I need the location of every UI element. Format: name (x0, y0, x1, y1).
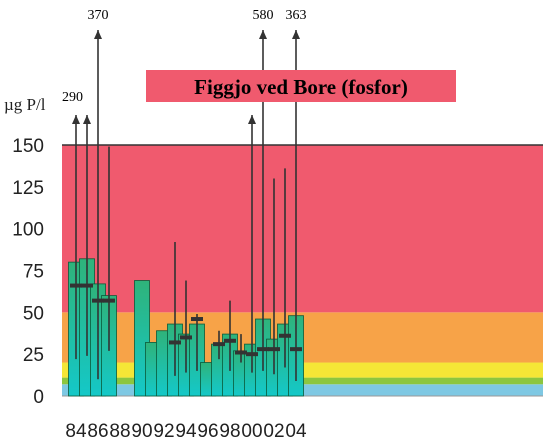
off-scale-label-1985: 290 (62, 90, 83, 105)
x-tick-88: 88 (109, 421, 130, 442)
range-arrow-2001 (259, 30, 267, 39)
chart-title: Figgjo ved Bore (fosfor) (194, 75, 408, 99)
x-axis: 84 86 88 90 92 94 96 98 00 02 04 (65, 421, 307, 442)
y-axis: 0 25 50 75 100 125 150 (12, 136, 44, 408)
range-arrow-2004 (292, 30, 300, 39)
x-tick-96: 96 (197, 421, 218, 442)
median-marker-1999 (235, 350, 247, 355)
median-marker-1997 (213, 342, 225, 347)
median-marker-2004 (290, 347, 302, 352)
median-marker-2003 (279, 333, 291, 338)
y-tick-25: 25 (23, 345, 44, 366)
title-background (146, 70, 456, 102)
range-arrow-1986 (94, 30, 102, 39)
median-marker-1998 (224, 338, 236, 343)
range-arrow-1984 (72, 115, 80, 124)
median-marker-1986 (92, 298, 104, 303)
median-marker-2000 (246, 352, 258, 357)
y-tick-0: 0 (33, 387, 44, 408)
median-marker-1995 (191, 317, 203, 322)
median-marker-2002 (268, 347, 280, 352)
x-tick-02: 02 (263, 421, 284, 442)
median-marker-1985 (81, 283, 93, 288)
range-series (70, 30, 302, 381)
median-marker-1994 (180, 335, 192, 340)
x-tick-04: 04 (285, 421, 307, 442)
y-tick-125: 125 (12, 178, 44, 199)
off-scale-label-1986: 370 (88, 8, 109, 23)
x-tick-90: 90 (131, 421, 152, 442)
range-arrow-2000 (248, 115, 256, 124)
x-tick-98: 98 (219, 421, 240, 442)
y-tick-75: 75 (23, 262, 44, 283)
x-tick-84: 84 (65, 421, 87, 442)
off-scale-label-2001: 580 (253, 8, 274, 23)
x-tick-94: 94 (175, 421, 197, 442)
y-tick-100: 100 (12, 220, 44, 241)
off-scale-label-2004: 363 (286, 8, 307, 23)
median-marker-1993 (169, 340, 181, 345)
off-scale-annotations: 290 370 580 363 (62, 8, 307, 105)
x-tick-86: 86 (87, 421, 108, 442)
x-tick-92: 92 (153, 421, 174, 442)
median-marker-1987 (103, 298, 115, 303)
range-arrow-1985 (83, 115, 91, 124)
median-marker-1984 (70, 283, 82, 288)
x-tick-00: 00 (241, 421, 262, 442)
median-marker-2001 (257, 347, 269, 352)
y-axis-label: µg P/l (4, 95, 46, 114)
y-tick-50: 50 (23, 303, 44, 324)
y-tick-150: 150 (12, 136, 44, 157)
